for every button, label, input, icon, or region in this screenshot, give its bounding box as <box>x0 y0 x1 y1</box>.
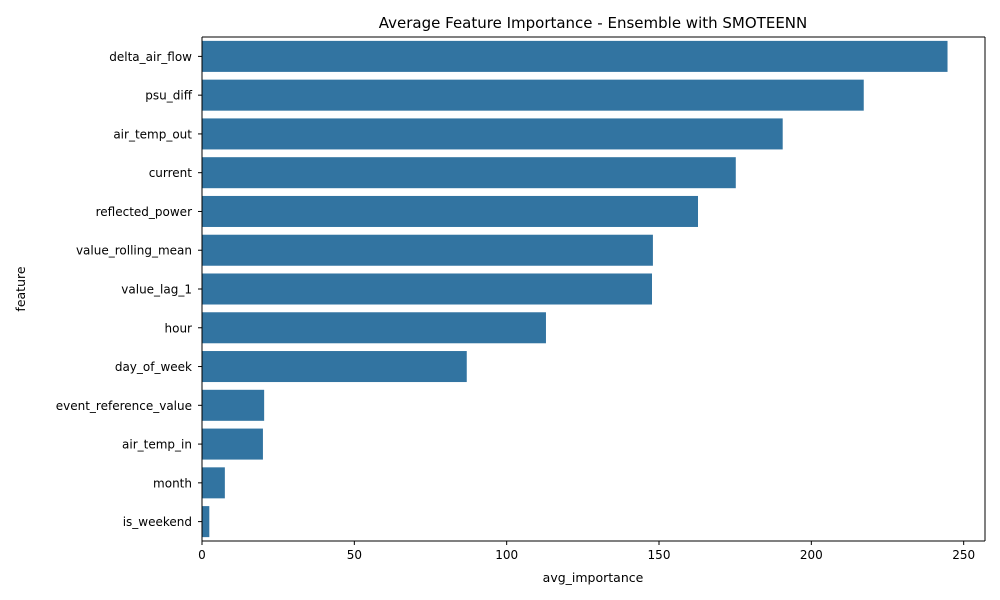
bar-delta-air-flow <box>202 40 948 72</box>
bar-air-temp-in <box>202 428 263 460</box>
chart-title: Average Feature Importance - Ensemble wi… <box>379 14 807 32</box>
bar-is-weekend <box>202 506 210 538</box>
bar-hour <box>202 312 546 344</box>
x-tick-label: 200 <box>800 548 823 562</box>
bar-psu-diff <box>202 79 864 111</box>
bar-day-of-week <box>202 351 467 383</box>
y-tick-label: value_rolling_mean <box>76 244 192 258</box>
y-axis-label: feature <box>13 266 28 311</box>
x-tick-label: 50 <box>347 548 362 562</box>
y-ticks-group: delta_air_flow psu_diff air_temp_outcurren… <box>56 50 202 529</box>
y-tick-label: reflected_power <box>96 205 192 219</box>
x-tick-label: 100 <box>495 548 518 562</box>
x-tick-label: 150 <box>648 548 671 562</box>
bars-group <box>202 40 948 538</box>
y-tick-label: current <box>149 166 193 180</box>
y-tick-label: event_reference_value <box>56 399 192 413</box>
y-tick-label: air_temp_in <box>122 438 192 452</box>
y-tick-label: is_weekend <box>123 515 192 529</box>
y-tick-label: air_temp_out <box>113 127 192 141</box>
y-tick-label: psu_diff <box>145 89 192 103</box>
bar-event-reference-value <box>202 389 265 421</box>
x-axis-label: avg_importance <box>543 570 644 585</box>
bar-air-temp-out <box>202 118 783 150</box>
bar-current <box>202 157 736 189</box>
y-tick-label: day_of_week <box>115 360 192 374</box>
y-tick-label: hour <box>165 321 193 335</box>
bar-value-rolling-mean <box>202 234 653 266</box>
bar-month <box>202 467 225 499</box>
bar-value-lag-1 <box>202 273 652 305</box>
x-ticks-group: 0 50 100 150 200 250 <box>198 541 975 562</box>
y-tick-label: delta_air_flow <box>109 50 192 64</box>
bar-reflected-power <box>202 195 699 227</box>
y-tick-label: value_lag_1 <box>121 283 192 297</box>
y-tick-label: month <box>153 476 192 490</box>
x-tick-label: 0 <box>198 548 206 562</box>
x-tick-label: 250 <box>952 548 975 562</box>
